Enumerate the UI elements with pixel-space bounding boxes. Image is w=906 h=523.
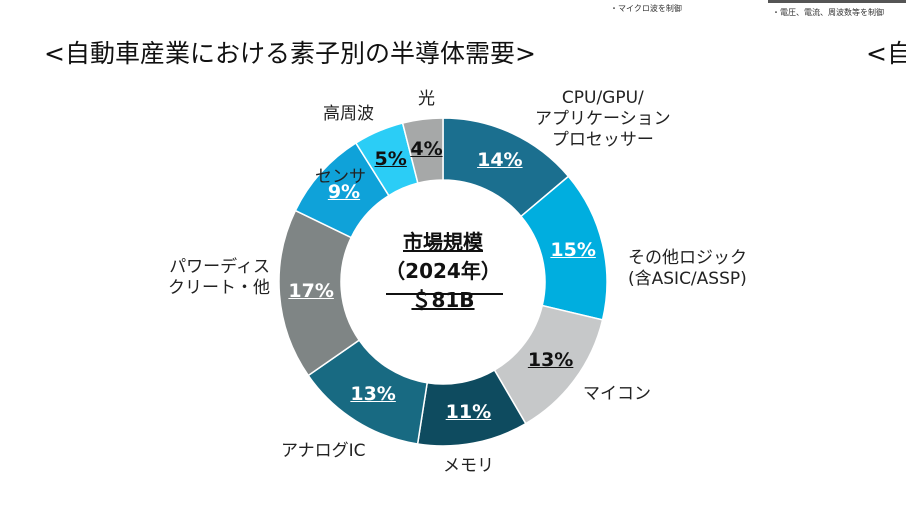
category-label: CPU/GPU/アプリケーション プロセッサー [535, 88, 671, 151]
slice-value-label: 14% [477, 149, 523, 172]
slice-value-label: 15% [550, 239, 596, 262]
category-label-line: (含ASIC/ASSP) [628, 269, 747, 289]
category-label: メモリ [443, 456, 494, 477]
category-label-line: 光 [418, 89, 435, 109]
category-label-line: プロセッサー [551, 130, 654, 150]
category-label-line: パワーディス [169, 257, 270, 277]
category-label: 光 [418, 89, 435, 110]
category-label: パワーディス クリート・他 [80, 257, 270, 299]
category-label: マイコン [583, 384, 651, 405]
slice-value-label: 13% [527, 349, 574, 372]
slice-value-label: 11% [445, 400, 492, 423]
category-label-line: その他ロジック [628, 248, 747, 268]
category-label-line: アプリケーション [535, 109, 671, 129]
category-label: その他ロジック (含ASIC/ASSP) [628, 248, 747, 290]
slice-value-label: 4% [410, 138, 443, 161]
category-label-line: メモリ [443, 456, 494, 476]
category-label-line: クリート・他 [168, 278, 270, 298]
category-label-line: 高周波 [323, 104, 374, 124]
category-label-line: マイコン [583, 384, 651, 404]
top-note-right: ・電圧、電流、周波数等を制御 [772, 8, 884, 17]
center-line1: 市場規模 [403, 230, 483, 254]
top-rule [768, 0, 906, 3]
slice-value-label: 17% [288, 280, 334, 303]
category-label: アナログIC [281, 441, 366, 462]
category-label-line: アナログIC [281, 441, 366, 461]
slice-value-label: 9% [327, 181, 361, 204]
top-note-left: ・マイクロ波を制御 [610, 4, 682, 13]
category-label-line: CPU/GPU/ [561, 88, 644, 108]
category-label-line: センサ [315, 167, 366, 187]
center-line2: （2024年） [385, 259, 501, 283]
category-label: 高周波 [323, 104, 374, 125]
center-line3: ＄81B [411, 288, 475, 312]
category-label: センサ [176, 167, 366, 188]
slice-value-label: 13% [350, 382, 396, 405]
slide-title: <自動車産業における素子別の半導体需要> [44, 39, 536, 68]
slice-value-label: 5% [374, 147, 407, 170]
center-label: 市場規模 （2024年） ＄81B [343, 228, 543, 315]
donut-slice [401, 117, 444, 185]
center-rule [386, 293, 503, 295]
slide-title-right: <自 [866, 39, 906, 68]
